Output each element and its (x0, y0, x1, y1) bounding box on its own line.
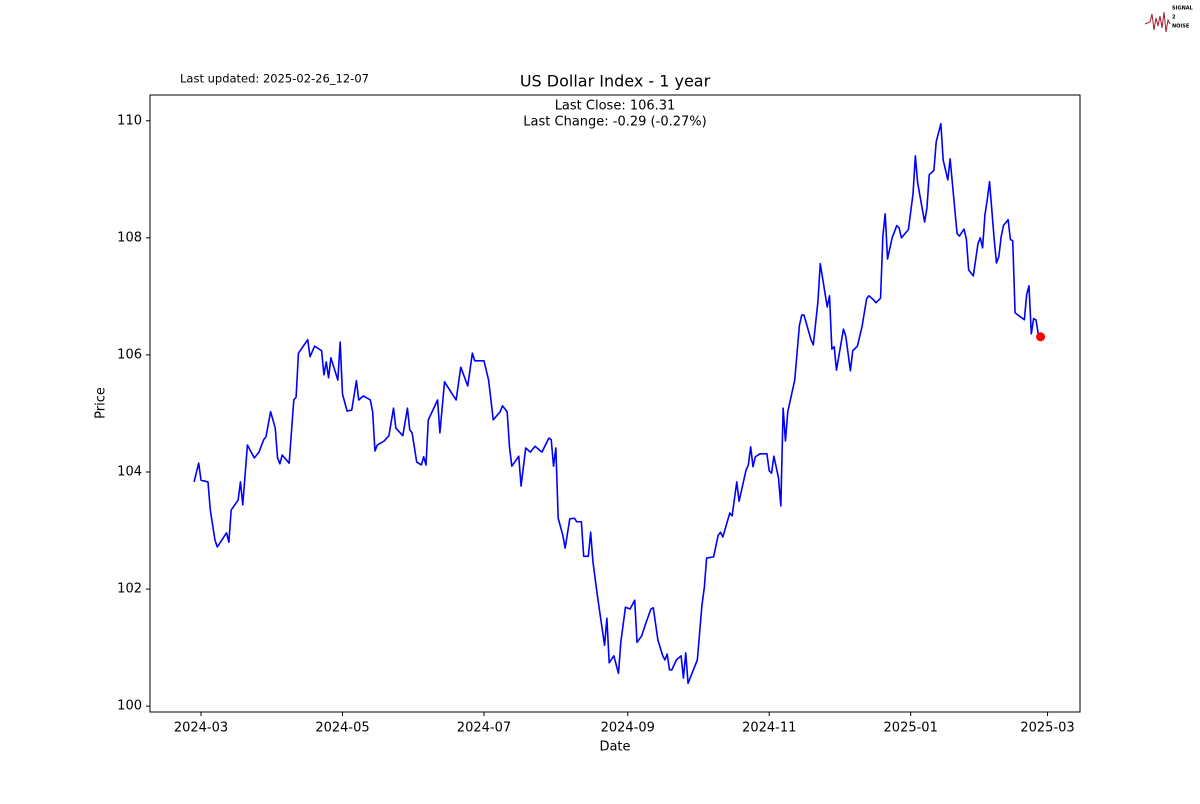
y-tick-label: 100 (117, 699, 142, 714)
last-close-point (1036, 332, 1046, 342)
last-updated: Last updated: 2025-02-26_12-07 (180, 72, 369, 86)
y-tick-label: 106 (117, 347, 142, 362)
y-tick-label: 104 (117, 464, 142, 479)
x-tick-label: 2024-03 (174, 721, 228, 736)
plot-frame (149, 94, 1081, 713)
annotation: Last Close: 106.31 (555, 99, 676, 114)
x-tick-label: 2024-11 (742, 721, 796, 736)
logo-wave (1144, 11, 1171, 33)
logo-text: 2 (1172, 15, 1176, 21)
y-tick-label: 102 (117, 582, 142, 597)
price-line (193, 122, 1042, 685)
y-tick-label: 110 (117, 113, 142, 128)
x-tick-label: 2024-09 (601, 721, 655, 736)
x-tick-label: 2025-01 (884, 721, 938, 736)
logo: SIGNAL 2 NOISE (1144, 6, 1194, 33)
x-tick-label: 2024-05 (315, 721, 369, 736)
logo-text: NOISE (1172, 24, 1190, 30)
x-tick-label: 2024-07 (457, 721, 511, 736)
x-axis-label: Date (599, 740, 630, 755)
x-tick-label: 2025-03 (1020, 721, 1074, 736)
y-tick-label: 108 (117, 230, 142, 245)
logo-text: SIGNAL (1172, 6, 1194, 12)
y-axis-label: Price (94, 387, 109, 419)
annotation: Last Change: -0.29 (-0.27%) (523, 115, 706, 130)
chart-title: US Dollar Index - 1 year (520, 72, 711, 91)
